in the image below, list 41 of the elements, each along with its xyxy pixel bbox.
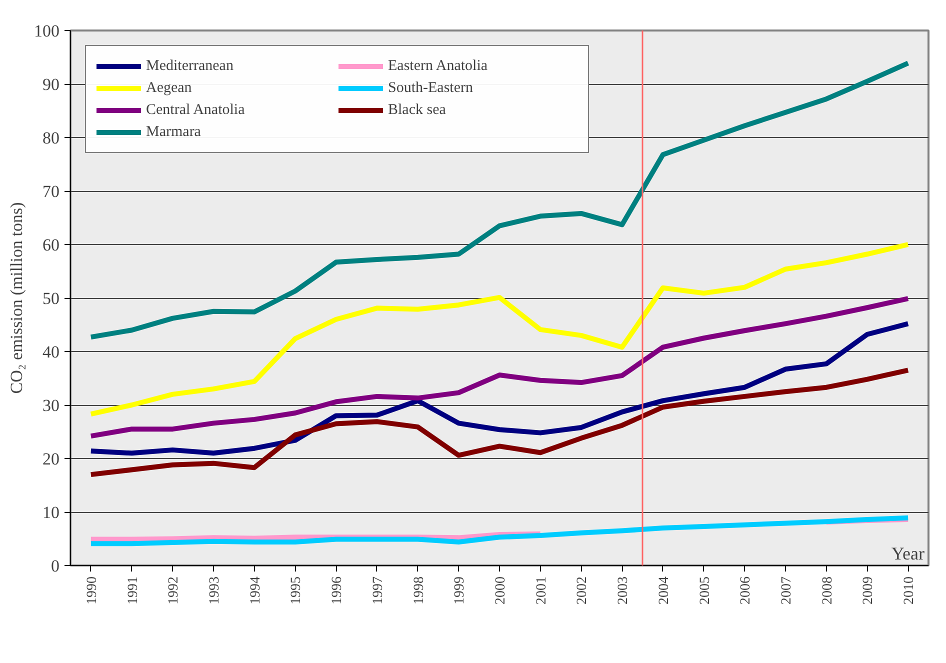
y-tick-label: 70 [42,182,60,201]
x-tick-label: 2009 [861,576,876,604]
x-tick-label: 2001 [534,576,550,604]
x-tick-label: 1999 [452,576,468,604]
y-tick-label: 100 [34,22,60,40]
y-tick-label: 40 [42,342,60,362]
x-tick-label: 2010 [902,576,918,604]
x-tick-label: 2008 [820,576,836,604]
x-tick-label: 1995 [289,576,304,604]
y-tick-label: 20 [42,450,60,468]
y-tick-label: 90 [42,75,60,94]
y-tick-label: 10 [42,503,60,522]
x-tick-label: 1992 [166,576,182,604]
x-tick-label: 1994 [248,576,264,604]
x-tick-label: 1996 [330,576,346,604]
x-tick-label: 1991 [126,576,141,604]
y-tick-label: 80 [42,128,60,148]
x-tick-label: 1990 [84,576,100,604]
x-tick-label: 2005 [698,576,713,604]
y-tick-label: 0 [51,556,60,576]
x-tick-label: 2006 [738,576,754,604]
legend-label: Marmara [146,124,202,140]
y-axis-title: CO₂ emission (million tons) [7,202,26,394]
x-tick-label: 2004 [656,576,672,604]
legend-label: Aegean [146,80,193,96]
x-axis-title: Year [891,544,925,564]
y-tick-label: 30 [42,396,60,415]
legend-label: South-Eastern [388,80,474,96]
x-tick-label: 1998 [412,576,427,604]
legend-label: Central Anatolia [146,102,246,118]
y-tick-label: 50 [42,289,60,308]
x-tick-label: 2003 [616,576,632,604]
y-tick-label: 60 [42,236,60,254]
x-tick-label: 2002 [575,576,590,604]
legend-label: Black sea [388,102,447,118]
x-tick-label: 1993 [208,576,222,604]
legend-label: Eastern Anatolia [388,58,489,74]
x-tick-label: 2007 [780,576,794,604]
x-tick-label: 2000 [494,576,508,604]
x-tick-label: 1997 [370,576,386,604]
legend-label: Mediterranean [146,58,234,74]
